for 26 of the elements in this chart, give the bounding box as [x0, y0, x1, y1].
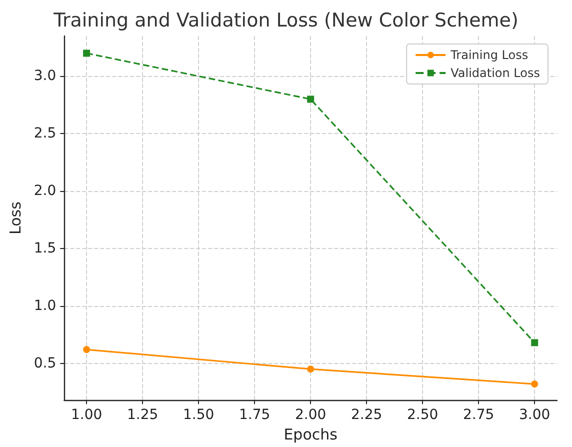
chart-title: Training and Validation Loss (New Color Scheme): [52, 10, 518, 32]
x-tick-label: 2.75: [463, 407, 494, 424]
point: [307, 366, 314, 373]
x-tick-label: 1.75: [238, 407, 270, 424]
legend-label: Validation Loss: [450, 66, 540, 80]
y-tick-label: 1.0: [34, 298, 56, 314]
x-tick-label: 1.50: [182, 407, 214, 424]
legend-label: Training Loss: [450, 48, 528, 62]
x-tick-label: 2.25: [351, 407, 382, 424]
y-tick-label: 3.0: [34, 68, 56, 84]
point: [83, 50, 90, 57]
x-tick-label: 2.00: [294, 407, 326, 424]
x-tick-label: 1.00: [70, 407, 102, 424]
x-tick-label: 3.00: [519, 407, 550, 424]
x-tick-label: 2.50: [407, 407, 438, 424]
x-axis-title: Epochs: [284, 426, 338, 444]
y-axis-title: Loss: [6, 201, 24, 235]
x-tick-label: 1.25: [126, 407, 158, 424]
y-tick-label: 2.0: [34, 183, 56, 200]
point: [307, 96, 314, 103]
point: [83, 346, 90, 354]
y-tick-label: 2.5: [34, 126, 56, 142]
point: [531, 339, 538, 346]
y-tick-label: 1.5: [34, 240, 56, 256]
y-tick-label: 0.5: [34, 355, 56, 372]
point: [531, 380, 538, 388]
